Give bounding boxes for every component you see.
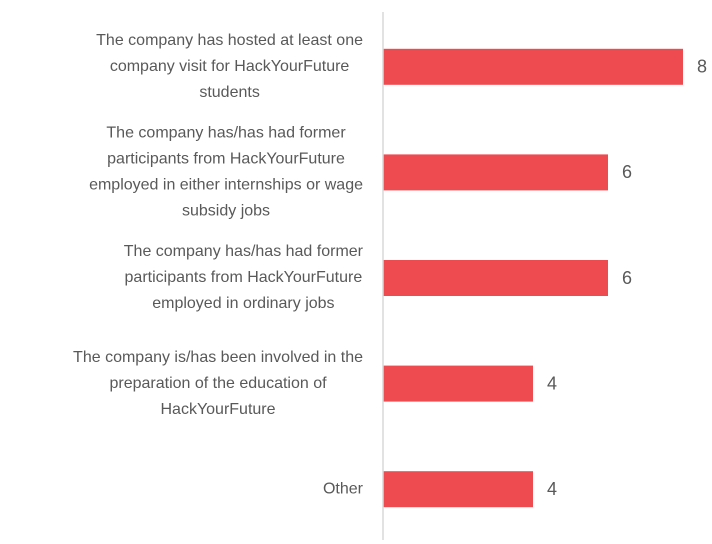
value-label: 4 bbox=[547, 373, 557, 393]
bar bbox=[383, 154, 608, 191]
category-label: HackYourFuture bbox=[161, 401, 276, 418]
category-label: The company has/has had former bbox=[106, 125, 346, 142]
bar bbox=[383, 48, 683, 85]
category-label: participants from HackYourFuture bbox=[107, 151, 345, 168]
bar bbox=[383, 365, 533, 402]
bar bbox=[383, 260, 608, 296]
category-label: students bbox=[199, 84, 259, 101]
value-label: 6 bbox=[622, 162, 632, 182]
category-label: preparation of the education of bbox=[110, 375, 328, 392]
value-label: 6 bbox=[622, 268, 632, 288]
category-label: The company is/has been involved in the bbox=[73, 349, 363, 366]
category-label: participants from HackYourFuture bbox=[125, 269, 363, 286]
category-label: employed in ordinary jobs bbox=[152, 295, 334, 312]
value-label: 8 bbox=[697, 57, 707, 77]
bar bbox=[383, 471, 533, 508]
category-label: subsidy jobs bbox=[182, 203, 270, 220]
category-label: The company has/has had former bbox=[124, 243, 364, 260]
category-label: The company has hosted at least one bbox=[96, 32, 363, 49]
category-label: company visit for HackYourFuture bbox=[110, 58, 350, 75]
category-label: employed in either internships or wage bbox=[89, 177, 363, 194]
category-label: Other bbox=[323, 480, 364, 497]
value-label: 4 bbox=[547, 479, 557, 499]
